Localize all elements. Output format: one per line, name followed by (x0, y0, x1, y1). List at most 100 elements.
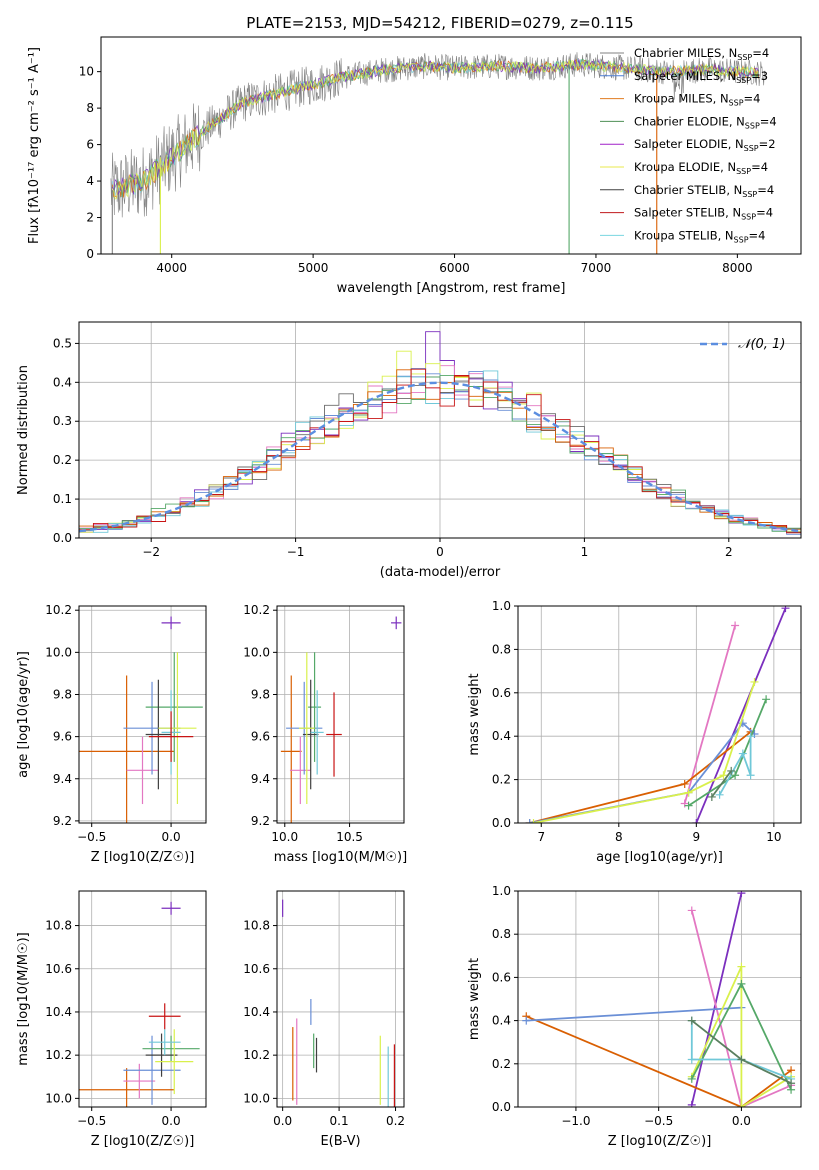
mass-weight-marker (737, 962, 746, 971)
y-tick-label: 10.2 (45, 1048, 72, 1062)
axes-frame (100, 36, 802, 255)
plot-area (525, 606, 790, 823)
y-tick-label: 0.0 (53, 531, 72, 545)
legend-entry: Chabrier MILES, NSSP=4 (634, 46, 769, 62)
x-tick-label: −0.5 (77, 1114, 106, 1128)
errorbar-point (299, 652, 315, 805)
y-tick-label: 0.4 (492, 1014, 511, 1028)
y-tick-label: 10.4 (243, 1005, 270, 1019)
errorbar-point (161, 901, 181, 915)
y-tick-label: 10.6 (45, 962, 72, 976)
x-axis-label: age [log10(age/yr)] (596, 850, 723, 865)
legend-entry: Kroupa STELIB, NSSP=4 (634, 228, 765, 244)
y-tick-label: 0.6 (492, 970, 511, 984)
x-axis-label: wavelength [Angstrom, rest frame] (337, 281, 566, 296)
mass-weight-marker (746, 732, 755, 741)
x-tick-label: 0.0 (273, 1114, 292, 1128)
x-tick-label: 10.5 (336, 830, 363, 844)
legend-entry: Salpeter ELODIE, NSSP=2 (634, 137, 776, 153)
mass-weight-marker (680, 799, 689, 808)
panel-mass_vs_Z: −0.5 0.0 10.0 10.2 10.4 10.6 10.8 Z [log10(Z/Z☉… (16, 890, 207, 1149)
errorbar-point (148, 1003, 181, 1030)
x-tick-label: 7000 (581, 261, 612, 275)
legend-entry: Chabrier ELODIE, NSSP=4 (634, 114, 777, 130)
mass-weight-marker (737, 1103, 746, 1107)
errorbar-point (158, 652, 197, 805)
y-tick-label: 0.4 (53, 375, 72, 389)
x-axis-label: (data-model)/error (380, 565, 501, 580)
x-tick-label: 2 (725, 545, 733, 559)
mass-weight-marker (737, 979, 746, 988)
mass-weight-marker (687, 906, 696, 915)
mass-weight-line (695, 607, 787, 823)
x-tick-label: 1 (581, 545, 589, 559)
y-tick-label: 10.0 (45, 1091, 72, 1105)
errorbar-point (391, 616, 402, 630)
x-axis-label: Z [log10(Z/Z☉)] (91, 1134, 195, 1149)
mass-weight-marker (737, 1055, 746, 1064)
y-tick-label: 2 (86, 211, 94, 225)
mass-weight-line (690, 892, 743, 1106)
y-tick-label: 9.6 (53, 730, 72, 744)
x-tick-label: 0.0 (162, 1114, 181, 1128)
axes-frame (78, 890, 207, 1108)
spectrum-model-line (111, 58, 759, 200)
y-tick-label: 8 (86, 101, 94, 115)
axes-frame (276, 890, 405, 1108)
x-tick-label: 7 (537, 830, 545, 844)
mass-weight-marker (750, 677, 759, 686)
plot-area (79, 331, 801, 535)
errorbar-point (79, 1068, 175, 1107)
y-axis-label: mass [log10(M/M☉)] (16, 932, 31, 1065)
x-tick-label: −2 (142, 545, 160, 559)
mass-weight-line (690, 966, 792, 1107)
x-tick-label: 0 (436, 545, 444, 559)
mass-weight-marker (727, 766, 736, 775)
y-tick-label: 10 (79, 65, 94, 79)
mass-weight-marker (787, 1079, 796, 1088)
y-tick-label: 0.2 (492, 773, 511, 787)
y-tick-label: 10.0 (243, 645, 270, 659)
residuals-legend: 𝒩(0, 1) (700, 337, 785, 352)
errorbar-point (123, 1035, 181, 1105)
y-axis-label: mass weight (467, 673, 482, 755)
errorbar-point (145, 652, 203, 762)
errorbar-point (326, 692, 342, 777)
errorbar-point (79, 675, 175, 823)
mass-weight-marker (746, 771, 755, 780)
legend-entry: Kroupa ELODIE, NSSP=4 (634, 160, 768, 176)
x-tick-label: 10 (766, 830, 781, 844)
y-tick-label: 10.2 (45, 603, 72, 617)
mass-weight-marker (731, 621, 740, 630)
axes-frame (517, 890, 802, 1108)
y-tick-label: 0.1 (53, 492, 72, 506)
y-axis-label: mass weight (467, 958, 482, 1040)
panel-mass_vs_ebv: 0.0 0.1 0.2 10.0 10.2 10.4 10.6 10.8 E(B-V) (243, 890, 405, 1149)
y-tick-label: 0.6 (492, 686, 511, 700)
mass-weight-line (529, 721, 756, 823)
normal-curve (79, 381, 799, 533)
errorbar-point (155, 1029, 194, 1095)
x-tick-label: 0.0 (162, 830, 181, 844)
y-tick-label: 10.8 (243, 919, 270, 933)
mass-weight-marker (687, 1074, 696, 1083)
plot-area (522, 891, 796, 1107)
plot-area (282, 899, 396, 1107)
y-tick-label: 10.0 (45, 645, 72, 659)
mass-weight-marker (707, 792, 716, 801)
mass-weight-marker (684, 801, 693, 810)
figure-title: PLATE=2153, MJD=54212, FIBERID=0279, z=0… (246, 14, 633, 32)
mass-weight-line (533, 681, 756, 823)
mass-weight-marker (731, 771, 740, 780)
legend-entry: Kroupa MILES, NSSP=4 (634, 92, 760, 108)
x-tick-label: 6000 (439, 261, 470, 275)
mass-weight-marker (680, 779, 689, 788)
y-tick-label: 0.0 (492, 1100, 511, 1114)
plot-area (79, 901, 200, 1107)
errorbar-point (308, 652, 322, 762)
mass-weight-line (711, 770, 732, 798)
y-tick-label: 0.8 (492, 642, 511, 656)
y-tick-label: 0.2 (53, 453, 72, 467)
mass-weight-marker (781, 606, 790, 613)
